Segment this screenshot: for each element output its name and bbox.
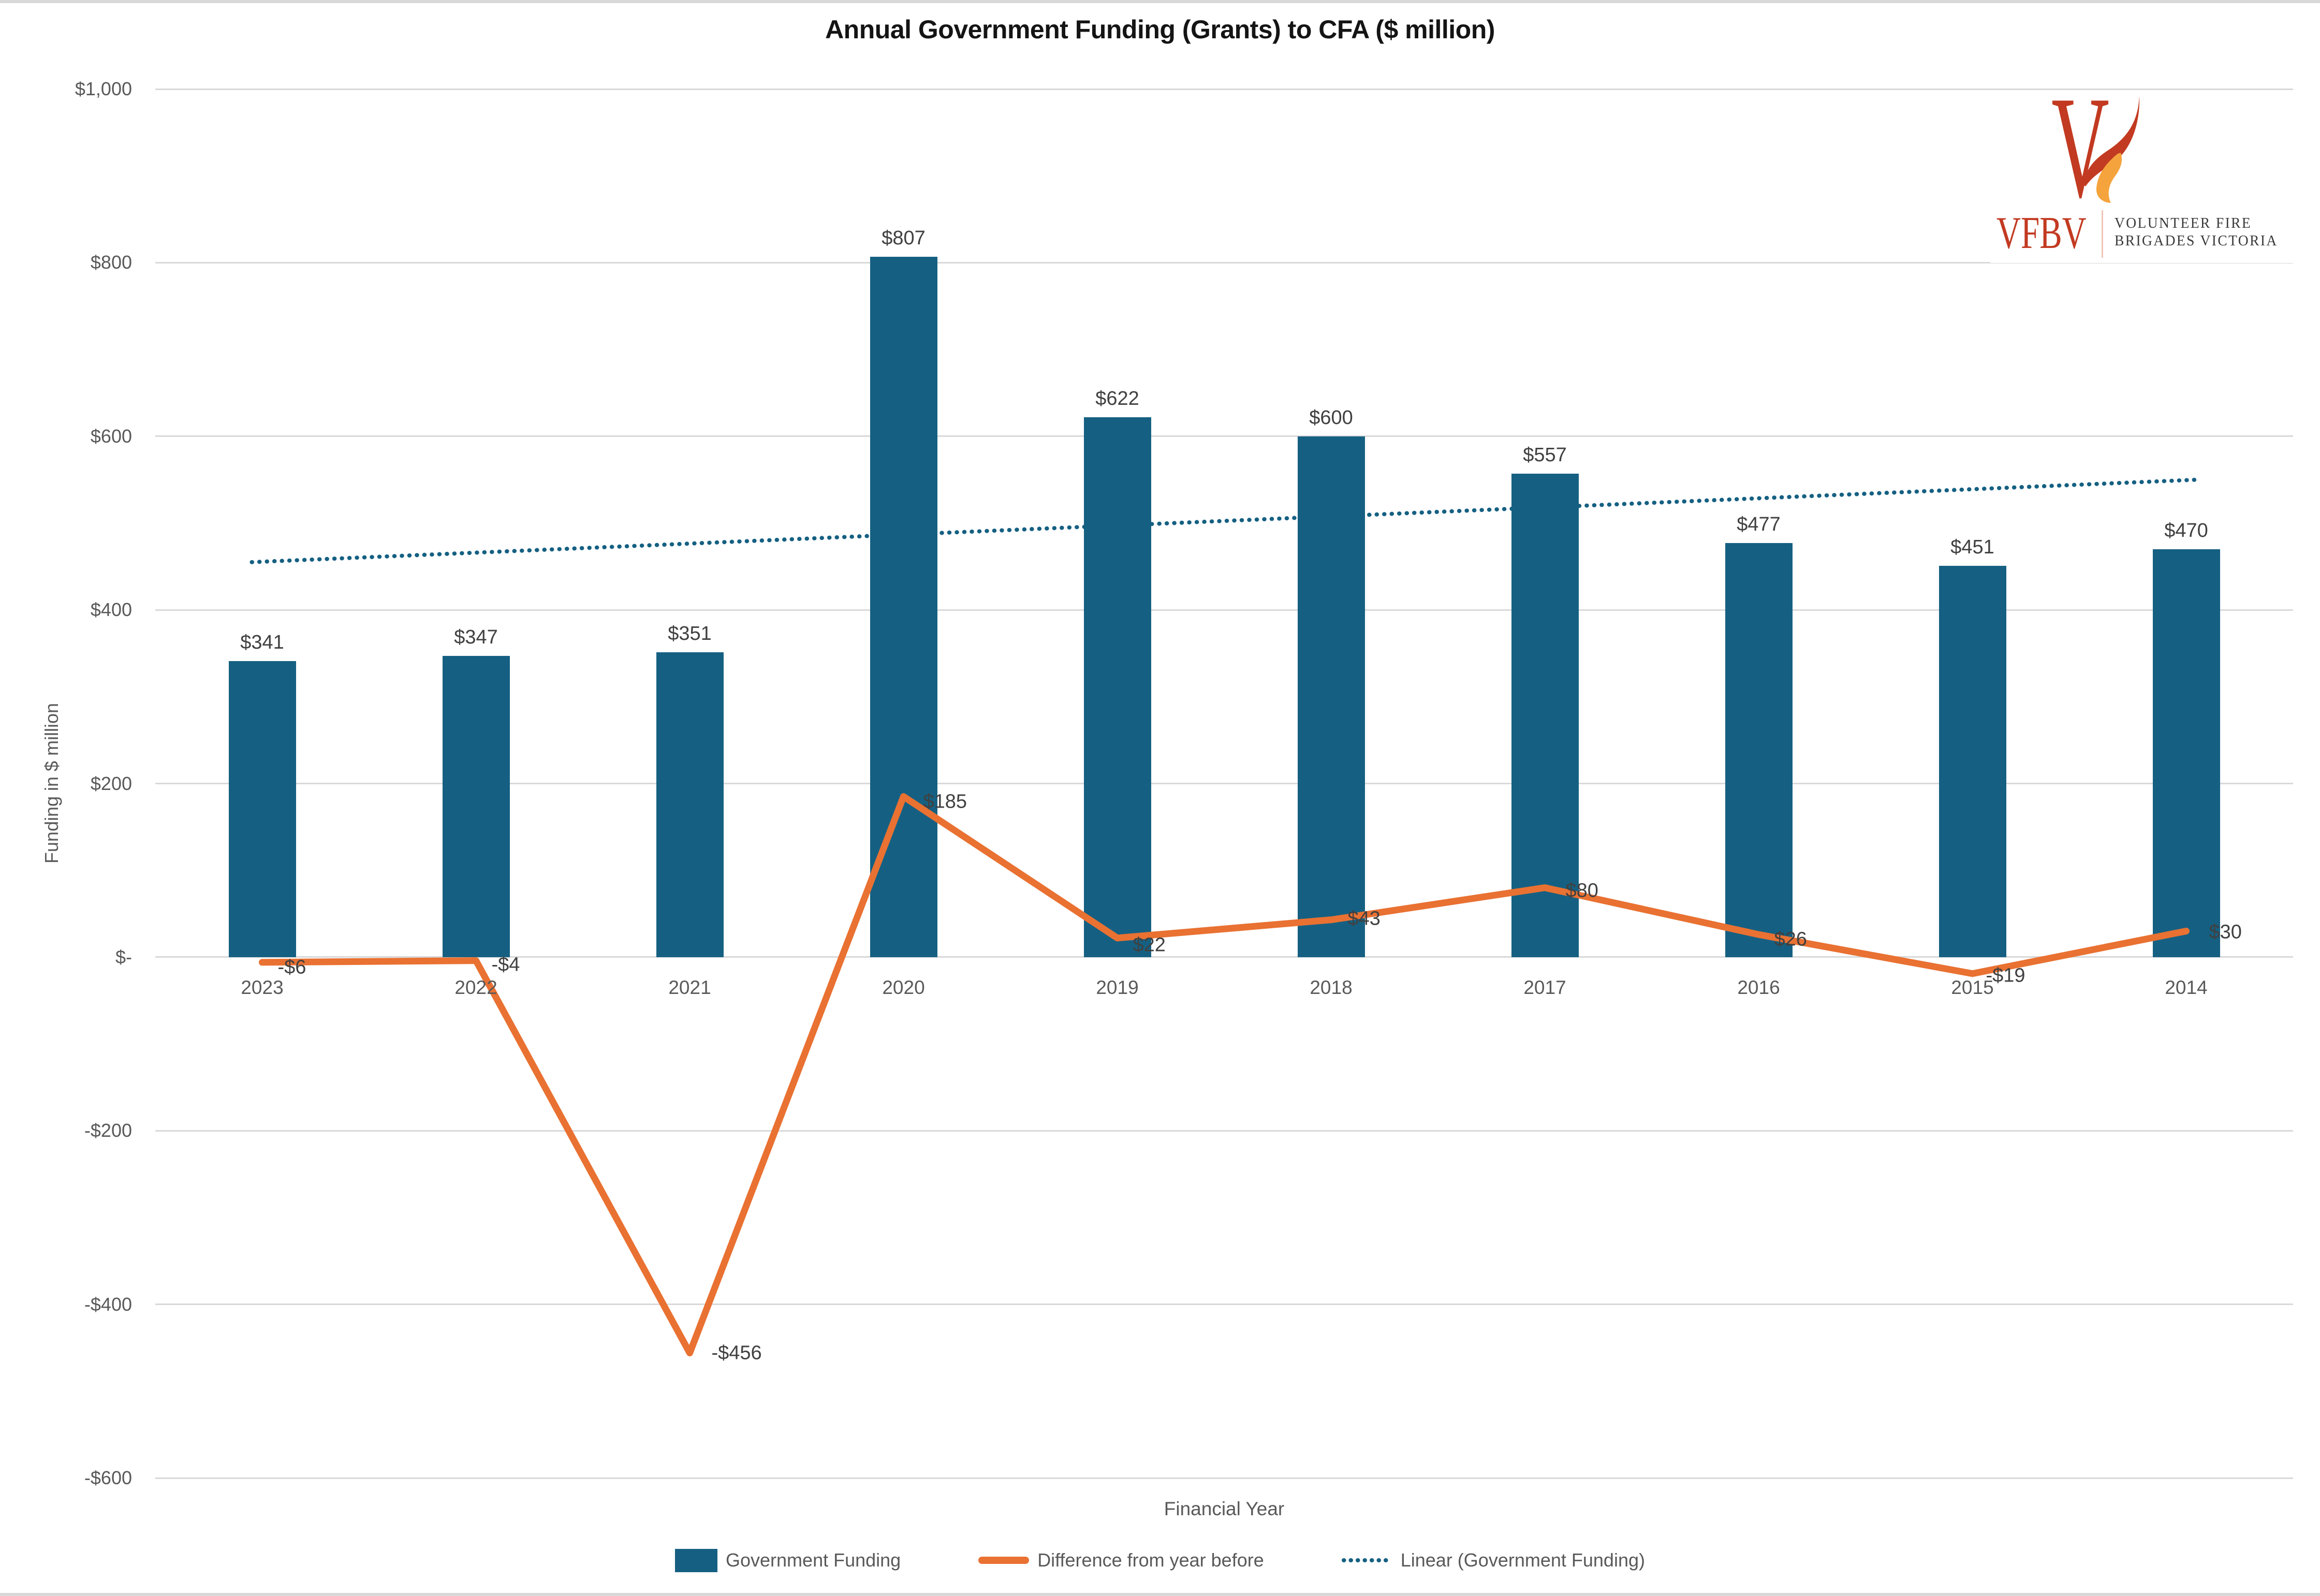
bar-data-label: $477 — [1737, 514, 1781, 535]
vfbv-flame-icon: V — [2052, 95, 2140, 203]
ytick-label: $1,000 — [75, 78, 132, 99]
gridline — [155, 609, 2293, 611]
bar-data-label: $351 — [668, 623, 712, 645]
legend-label: Linear (Government Funding) — [1400, 1549, 1645, 1571]
bar — [2152, 549, 2220, 957]
legend-item: Government Funding — [675, 1548, 901, 1572]
bar-data-label: $807 — [882, 227, 926, 249]
bar — [1297, 436, 1365, 957]
year-label: 2018 — [1310, 977, 1353, 998]
year-label: 2021 — [668, 977, 711, 998]
bar — [1939, 565, 2006, 957]
gridline — [155, 435, 2293, 437]
legend-label: Difference from year before — [1037, 1549, 1264, 1571]
ytick-label: $400 — [90, 599, 132, 621]
bar — [870, 256, 937, 957]
legend-line-swatch — [978, 1557, 1030, 1564]
gridline — [155, 88, 2293, 90]
line-data-label: $30 — [2209, 921, 2242, 943]
vfbv-logo: V VFBV VOLUNTEER FIRE BRIGADES VICTORIA — [1990, 92, 2314, 263]
year-label: 2016 — [1737, 977, 1780, 998]
bar — [442, 655, 510, 957]
trendline — [249, 477, 2200, 564]
logo-abbr: VFBV — [1996, 208, 2087, 258]
logo-names: VOLUNTEER FIRE BRIGADES VICTORIA — [2115, 214, 2278, 250]
logo-name-line2: BRIGADES VICTORIA — [2115, 232, 2278, 249]
year-label: 2015 — [1951, 977, 1994, 998]
line-data-label: -$456 — [711, 1342, 762, 1364]
logo-name-line1: VOLUNTEER FIRE — [2115, 215, 2252, 231]
year-label: 2014 — [2165, 977, 2208, 998]
line-data-label: $185 — [923, 790, 967, 813]
line-data-label: $22 — [1133, 934, 1166, 956]
line-data-label: -$19 — [1986, 964, 2025, 987]
ytick-label: $200 — [90, 772, 132, 794]
legend-dotted-swatch — [1341, 1558, 1392, 1562]
line-data-label: -$6 — [277, 956, 306, 978]
bar-data-label: $557 — [1523, 444, 1567, 466]
year-label: 2020 — [882, 977, 925, 998]
ytick-label: -$600 — [84, 1467, 132, 1488]
year-label: 2019 — [1096, 977, 1139, 998]
bottom-border — [0, 1593, 2320, 1596]
ytick-label: $600 — [90, 425, 132, 447]
line-data-label: -$4 — [491, 954, 520, 976]
chart-title: Annual Government Funding (Grants) to CF… — [825, 15, 1495, 44]
ytick-label: $- — [115, 946, 132, 968]
legend: Government Funding Difference from year b… — [0, 1544, 2320, 1577]
gridline — [155, 1477, 2293, 1479]
x-axis-title: Financial Year — [1164, 1498, 1285, 1519]
legend-item: Linear (Government Funding) — [1341, 1549, 1645, 1571]
top-border — [0, 0, 2320, 3]
bar-data-label: $347 — [454, 626, 498, 648]
difference-line — [259, 793, 2190, 1357]
ytick-label: $800 — [90, 252, 132, 273]
ytick-label: -$200 — [84, 1120, 132, 1141]
bar-data-label: $622 — [1095, 387, 1139, 409]
line-data-label: $43 — [1347, 907, 1381, 930]
legend-item: Difference from year before — [978, 1549, 1264, 1571]
year-label: 2023 — [241, 977, 284, 998]
line-data-label: $26 — [1774, 928, 1807, 950]
gridline — [155, 261, 2293, 263]
logo-divider — [2102, 210, 2103, 258]
ytick-label: -$400 — [84, 1293, 132, 1315]
legend-bar-swatch — [675, 1548, 717, 1572]
line-data-label: $80 — [1565, 880, 1598, 902]
gridline — [155, 783, 2293, 784]
year-label: 2022 — [454, 977, 497, 998]
gridline — [155, 1304, 2293, 1306]
bar-data-label: $600 — [1309, 406, 1353, 429]
bar — [228, 661, 296, 957]
bar-data-label: $451 — [1950, 536, 1994, 558]
bar — [656, 652, 724, 957]
bar-data-label: $341 — [240, 632, 284, 654]
year-label: 2017 — [1523, 977, 1566, 998]
bar — [1083, 417, 1151, 957]
legend-label: Government Funding — [726, 1549, 901, 1571]
bar — [1725, 543, 1793, 957]
gridline — [155, 1130, 2293, 1132]
bar-data-label: $470 — [2164, 519, 2208, 541]
